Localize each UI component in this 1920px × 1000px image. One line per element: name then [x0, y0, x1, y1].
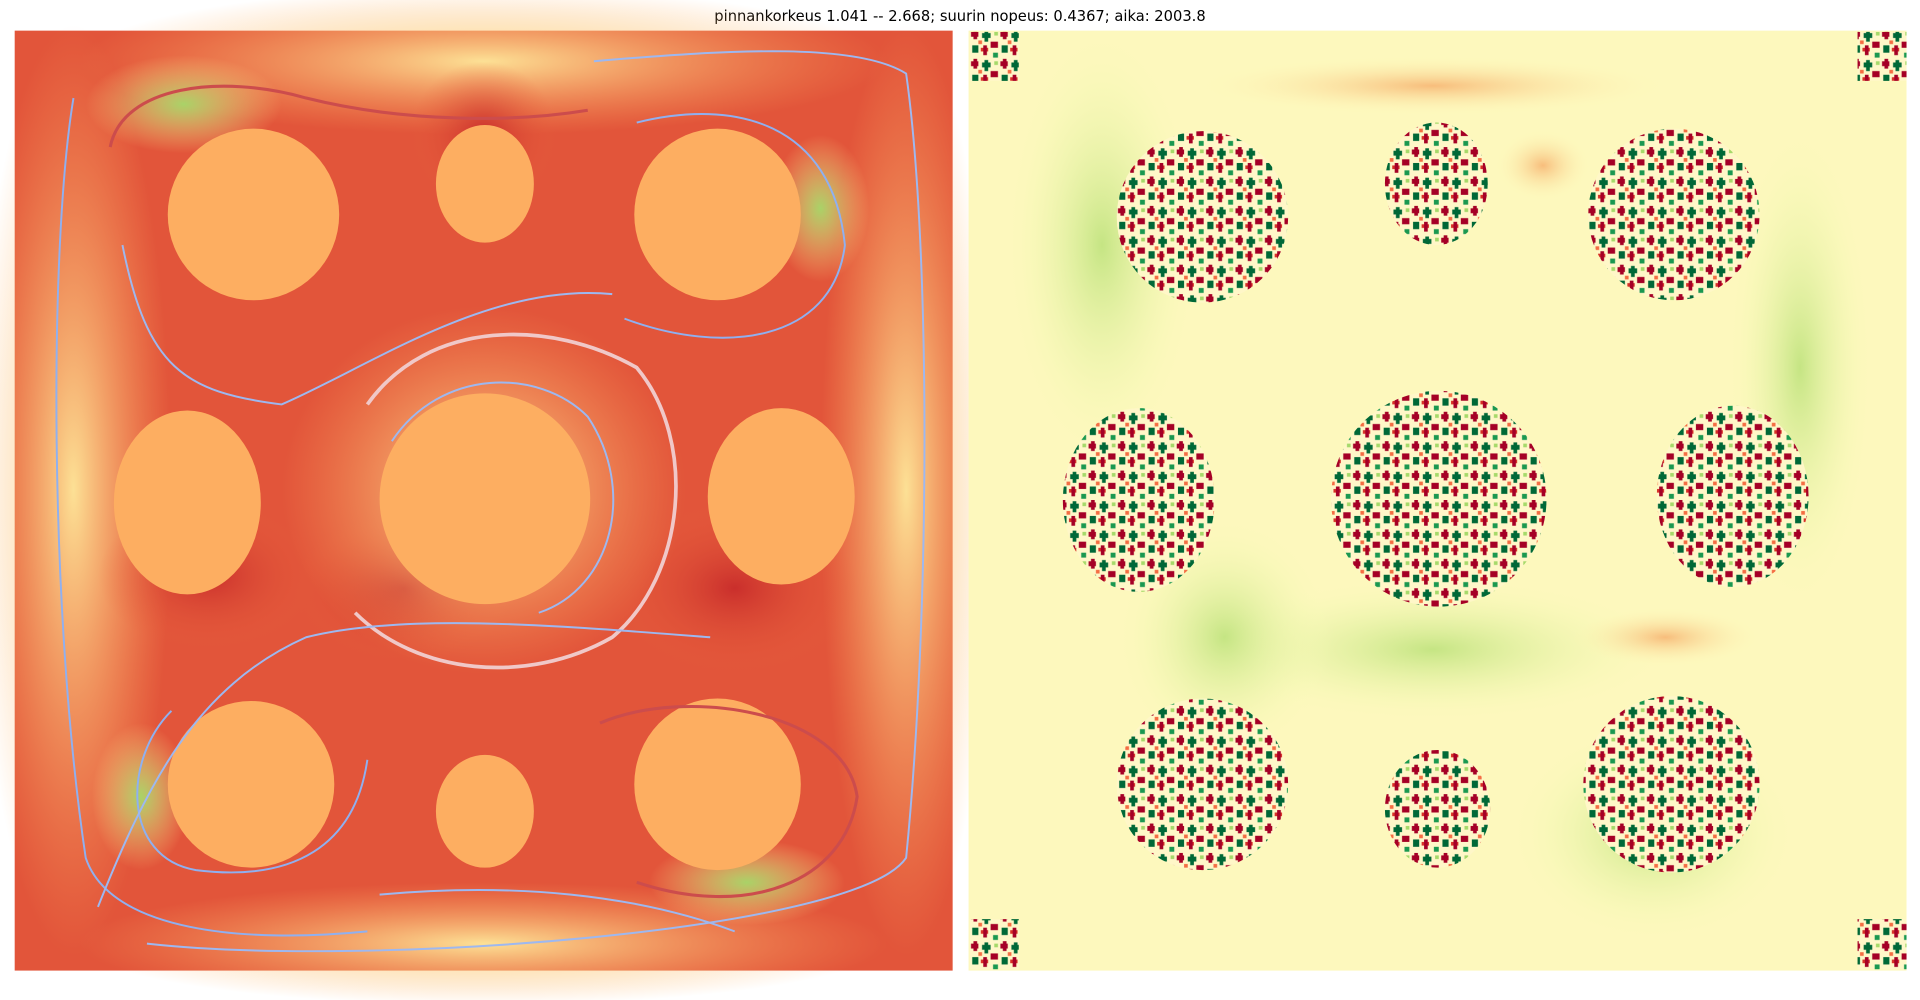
streamline	[146, 50, 926, 953]
obstacle	[634, 128, 801, 301]
field-blob	[820, 24, 992, 956]
obstacle	[379, 393, 591, 605]
corner-speckle	[969, 919, 1019, 970]
velocity-panel	[968, 24, 1907, 971]
field-blob	[1004, 24, 1200, 466]
field-blob	[1493, 128, 1592, 203]
obstacles	[1062, 122, 1809, 873]
obstacle	[1384, 122, 1488, 246]
obstacles	[113, 125, 855, 871]
streamline	[97, 622, 711, 908]
corner-speckle	[1857, 31, 1907, 81]
streamline	[108, 84, 589, 148]
height-panel	[0, 0, 992, 1000]
corner-speckle	[969, 31, 1019, 81]
obstacle	[707, 408, 855, 585]
obstacle	[113, 410, 261, 595]
obstacle	[1583, 696, 1760, 873]
streamline	[599, 705, 859, 899]
corner-speckle	[1857, 919, 1907, 970]
streamline	[391, 381, 615, 614]
obstacle	[1656, 405, 1809, 588]
streamlines	[55, 50, 926, 953]
streamline	[379, 889, 736, 933]
obstacle	[167, 128, 340, 301]
obstacle	[1116, 698, 1289, 871]
streamline	[136, 710, 369, 874]
streamline	[624, 113, 846, 339]
obstacle	[1116, 131, 1289, 303]
field-blob	[0, 24, 172, 956]
streamline	[55, 97, 368, 937]
obstacle	[435, 754, 534, 868]
obstacle	[634, 698, 801, 871]
field-blob	[91, 723, 190, 871]
obstacle	[1588, 128, 1760, 301]
field-blob	[85, 55, 282, 154]
obstacle	[167, 700, 335, 868]
obstacle	[1331, 390, 1547, 607]
streamline	[353, 332, 678, 670]
field-blob	[1187, 55, 1678, 117]
corner-speckles	[969, 31, 1907, 970]
obstacle	[435, 125, 534, 243]
obstacle	[1384, 750, 1491, 868]
obstacle	[1062, 408, 1215, 592]
figure-title: pinnankorkeus 1.041 -- 2.668; suurin nop…	[714, 8, 1205, 25]
streamline	[121, 244, 613, 406]
field-blob	[1567, 606, 1764, 668]
